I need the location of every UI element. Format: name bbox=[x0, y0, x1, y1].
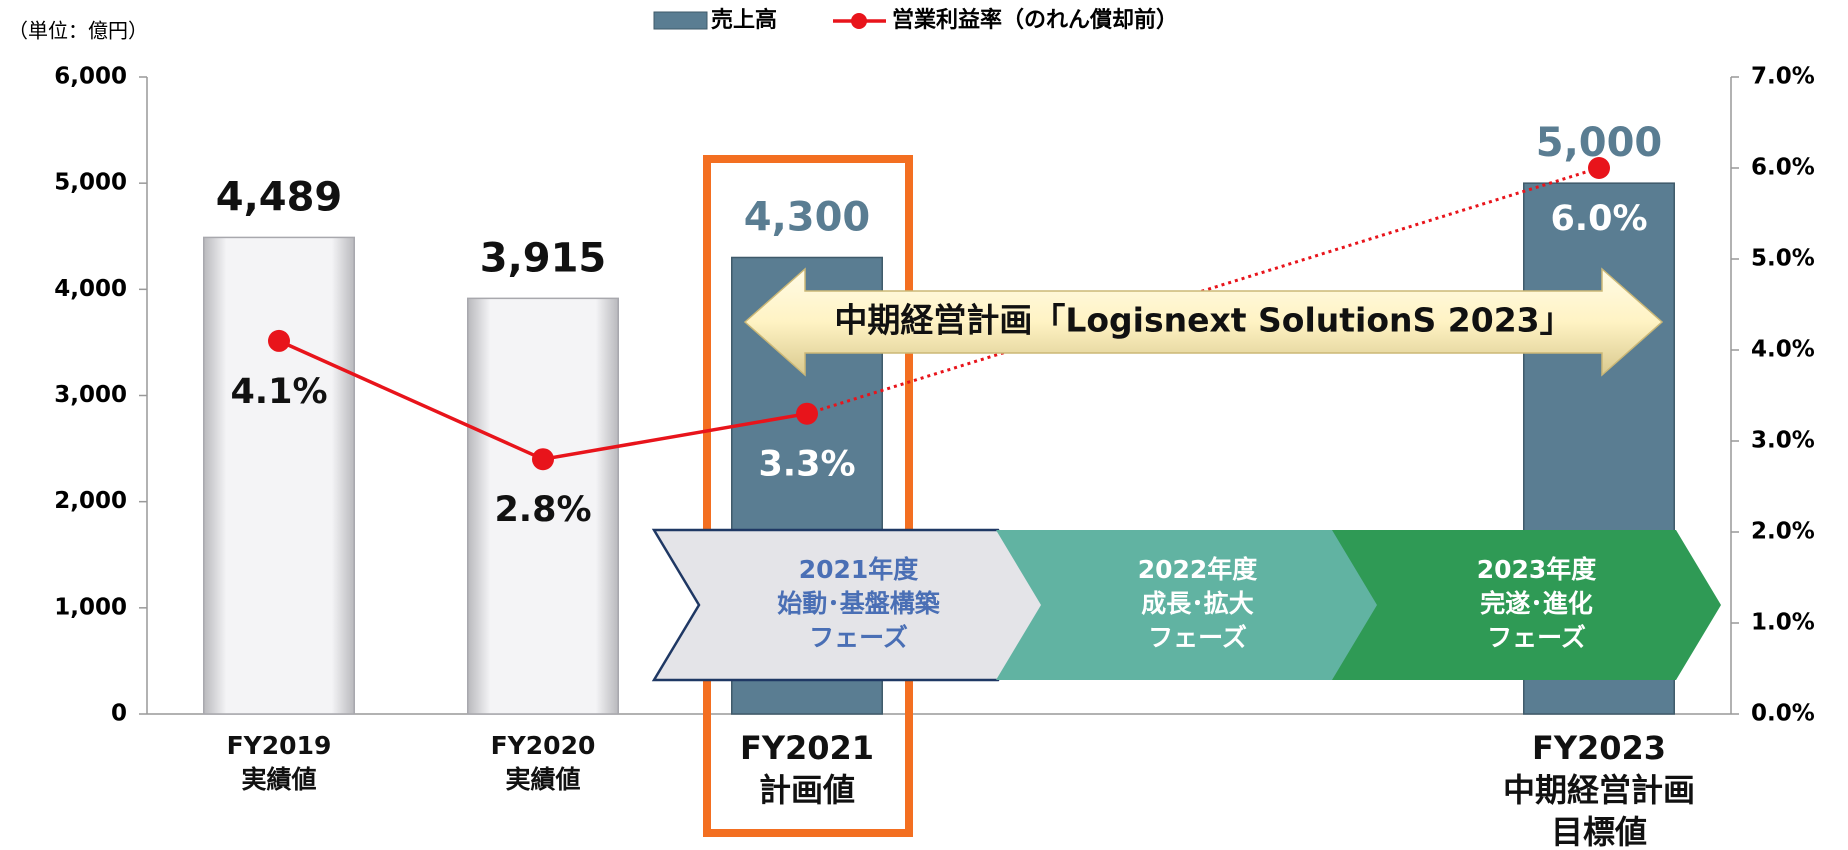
phase-label: 成長･拡大 bbox=[1141, 589, 1254, 618]
y-tick-label: 4,000 bbox=[54, 276, 127, 302]
y2-tick-label: 3.0% bbox=[1751, 428, 1815, 454]
phase-chevron bbox=[996, 530, 1379, 680]
phase-label: 完遂･進化 bbox=[1480, 589, 1593, 618]
x-tick-label: FY2021 bbox=[740, 729, 874, 767]
bar-value-label: 3,915 bbox=[480, 235, 607, 281]
y2-tick-label: 0.0% bbox=[1751, 701, 1815, 727]
line-value-label: 3.3% bbox=[758, 445, 855, 485]
x-tick-label: 中期経営計画 bbox=[1503, 771, 1695, 809]
y-tick-label: 6,000 bbox=[54, 64, 127, 90]
y-tick-label: 0 bbox=[111, 701, 127, 727]
x-tick-label: 目標値 bbox=[1551, 813, 1647, 850]
line-point bbox=[796, 402, 818, 425]
y-tick-label: 1,000 bbox=[54, 594, 127, 620]
phase-label: 2021年度 bbox=[799, 555, 919, 584]
plan-arrow-label: 中期経営計画「Logisnext SolutionS 2023」 bbox=[834, 301, 1572, 340]
phase-label: 始動･基盤構築 bbox=[777, 589, 941, 618]
y2-tick-label: 2.0% bbox=[1751, 519, 1815, 545]
legend-label: 売上高 bbox=[711, 7, 777, 33]
line-value-label: 6.0% bbox=[1550, 199, 1647, 239]
x-tick-label: FY2019 bbox=[227, 731, 332, 760]
y2-tick-label: 1.0% bbox=[1751, 610, 1815, 636]
phase-label: フェーズ bbox=[1487, 623, 1586, 652]
phase-label: フェーズ bbox=[1148, 623, 1247, 652]
x-tick-label: 実績値 bbox=[505, 765, 580, 794]
legend-label: 営業利益率（のれん償却前） bbox=[892, 7, 1178, 33]
legend-swatch bbox=[653, 11, 708, 30]
y2-tick-label: 4.0% bbox=[1751, 337, 1815, 363]
bar bbox=[467, 297, 619, 715]
line-value-label: 2.8% bbox=[494, 490, 591, 530]
phase-chevron bbox=[1332, 530, 1721, 680]
line-point bbox=[1588, 157, 1610, 179]
plan-arrow bbox=[743, 267, 1664, 377]
line-point bbox=[268, 329, 290, 352]
y2-tick-label: 6.0% bbox=[1751, 155, 1815, 181]
phase-label: 2022年度 bbox=[1138, 555, 1258, 584]
line-value-label: 4.1% bbox=[230, 372, 327, 412]
bar-value-label: 4,489 bbox=[216, 174, 343, 220]
x-tick-label: 計画値 bbox=[759, 771, 855, 809]
y-tick-label: 3,000 bbox=[54, 382, 127, 408]
line-point bbox=[532, 448, 554, 471]
y2-tick-label: 7.0% bbox=[1751, 64, 1815, 90]
bar-value-label: 4,300 bbox=[744, 194, 871, 240]
phase-label: フェーズ bbox=[809, 623, 908, 652]
x-tick-label: FY2020 bbox=[491, 731, 596, 760]
unit-label: （単位：億円） bbox=[8, 19, 148, 43]
bar bbox=[203, 236, 355, 715]
y-tick-label: 5,000 bbox=[54, 170, 127, 196]
highlight-box bbox=[703, 155, 913, 837]
y2-tick-label: 5.0% bbox=[1751, 246, 1815, 272]
legend-marker bbox=[851, 13, 867, 29]
phase-label: 2023年度 bbox=[1477, 555, 1597, 584]
y-tick-label: 2,000 bbox=[54, 488, 127, 514]
x-tick-label: FY2023 bbox=[1532, 729, 1666, 767]
x-tick-label: 実績値 bbox=[241, 765, 316, 794]
